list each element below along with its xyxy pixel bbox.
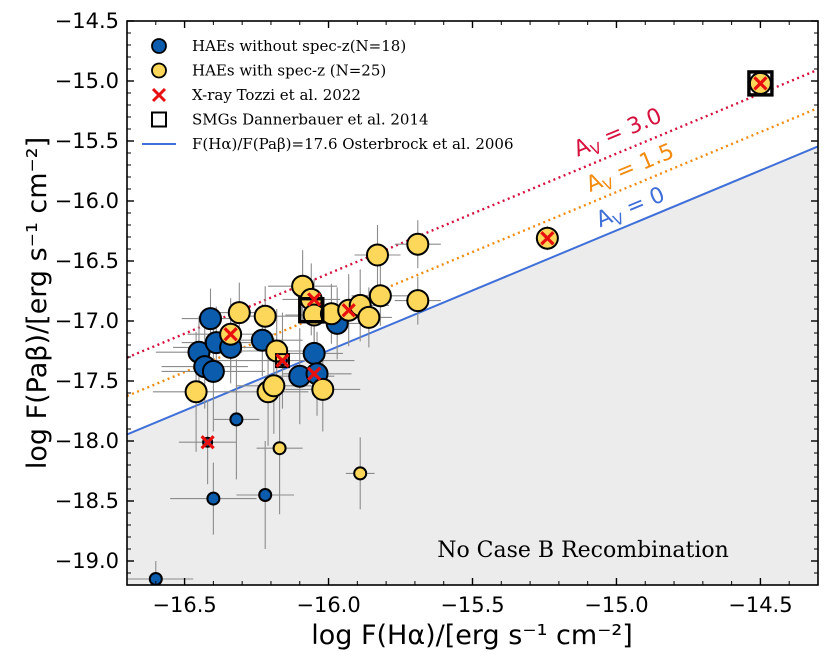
hae-nospecz-point-4	[201, 359, 225, 383]
line-av-1-5	[127, 106, 818, 398]
y-tick-label: −18.0	[55, 429, 119, 453]
overlay-markers	[200, 70, 774, 450]
xray-cross-1	[223, 327, 238, 342]
hae-specz-point-20	[353, 466, 368, 481]
hae-nospecz-point-10	[258, 488, 273, 502]
x-tick-label: −15.5	[440, 593, 504, 617]
legend-entry-3: SMGs Dannerbauer et al. 2014	[151, 111, 429, 129]
no-case-b-annotation: No Case B Recombination	[437, 538, 729, 563]
hae-nospecz-point-12	[302, 341, 326, 365]
y-tick-label: −17.5	[55, 369, 119, 393]
y-tick-label: −17.0	[55, 309, 119, 333]
hae-specz-point-7	[272, 441, 287, 456]
y-tick-label: −19.0	[55, 549, 119, 573]
shaded-region	[127, 146, 818, 585]
hae-nospecz-point-7	[229, 412, 244, 427]
legend-label: HAEs without spec-z(N=18)	[192, 37, 406, 55]
x-tick-label: −15.0	[584, 593, 648, 617]
hae-specz-point-2	[227, 301, 251, 325]
xray-cross-4	[307, 292, 322, 307]
smg-square-1	[274, 353, 290, 369]
y-tick-label: −15.0	[55, 69, 119, 93]
line-av-0	[127, 145, 818, 436]
hae-specz-point-16	[368, 284, 392, 308]
x-tick-label: −16.0	[296, 593, 360, 617]
smg-square-2	[747, 70, 774, 97]
legend-entry-2: X-ray Tozzi et al. 2022	[151, 86, 361, 104]
xray-cross-stroke	[753, 76, 768, 91]
legend: HAEs without spec-z(N=18) HAEs with spec-…	[142, 37, 514, 153]
hae-specz-point-11	[311, 377, 335, 401]
xray-cross-6	[540, 231, 555, 246]
y-tick-label: −15.5	[55, 129, 119, 153]
xray-cross-stroke	[540, 231, 555, 246]
hae-specz-point-5	[262, 374, 286, 398]
legend-marker	[151, 62, 167, 79]
hae-specz-point-18	[406, 289, 430, 313]
hae-nospecz-point-3	[198, 307, 222, 331]
axis-ticks: −16.5 −16.0 −15.5 −15.0 −14.5 −19.0 −18.5 −18.0…	[55, 9, 818, 617]
y-tick-label: −18.5	[55, 489, 119, 513]
legend-entry-4: F(Hα)/F(Paβ)=17.6 Osterbrock et al. 2006	[142, 135, 514, 153]
line-av-3-0	[127, 68, 818, 359]
legend-label: HAEs with spec-z (N=25)	[192, 62, 386, 80]
legend-marker	[151, 111, 167, 128]
legend-marker	[151, 38, 167, 54]
y-tick-label: −14.5	[55, 9, 119, 33]
hae-nospecz-point-0	[148, 572, 163, 585]
hae-specz-point-17	[365, 243, 389, 267]
legend-label: SMGs Dannerbauer et al. 2014	[192, 111, 429, 129]
legend-label: F(Hα)/F(Paβ)=17.6 Osterbrock et al. 2006	[192, 135, 514, 153]
xray-cross-stroke	[275, 353, 290, 368]
x-tick-label: −16.5	[152, 593, 216, 617]
hae-nospecz-point-6	[206, 491, 221, 506]
xray-cross-stroke	[307, 366, 322, 381]
xray-cross-stroke	[223, 327, 238, 342]
legend-marker	[151, 87, 167, 103]
y-tick-label: −16.0	[55, 189, 119, 213]
xray-cross-7	[753, 76, 768, 91]
x-axis-label: log F(Hα)/[erg s⁻¹ cm⁻²]	[311, 620, 633, 651]
no-case-b-region	[127, 146, 818, 585]
legend-entry-1: HAEs with spec-z (N=25)	[151, 62, 386, 80]
x-tick-label: −14.5	[728, 593, 792, 617]
xray-cross-0	[200, 435, 215, 450]
hae-specz-point-0	[184, 380, 208, 404]
xray-cross-2	[275, 353, 290, 368]
y-axis-label: log F(Paβ)/[erg s⁻¹ cm⁻²]	[22, 137, 53, 469]
hae-specz-point-3	[253, 304, 277, 328]
hae-specz-point-15	[357, 305, 381, 329]
y-tick-label: −16.5	[55, 249, 119, 273]
xray-cross-stroke	[307, 292, 322, 307]
hae-specz-point-19	[406, 232, 430, 256]
xray-cross-3	[307, 366, 322, 381]
legend-entry-0: HAEs without spec-z(N=18)	[151, 37, 406, 55]
legend-label: X-ray Tozzi et al. 2022	[192, 86, 361, 104]
xray-cross-5	[341, 303, 356, 318]
xray-cross-stroke	[341, 303, 356, 318]
extinction-lines	[127, 68, 818, 436]
xray-cross-stroke	[200, 435, 215, 450]
